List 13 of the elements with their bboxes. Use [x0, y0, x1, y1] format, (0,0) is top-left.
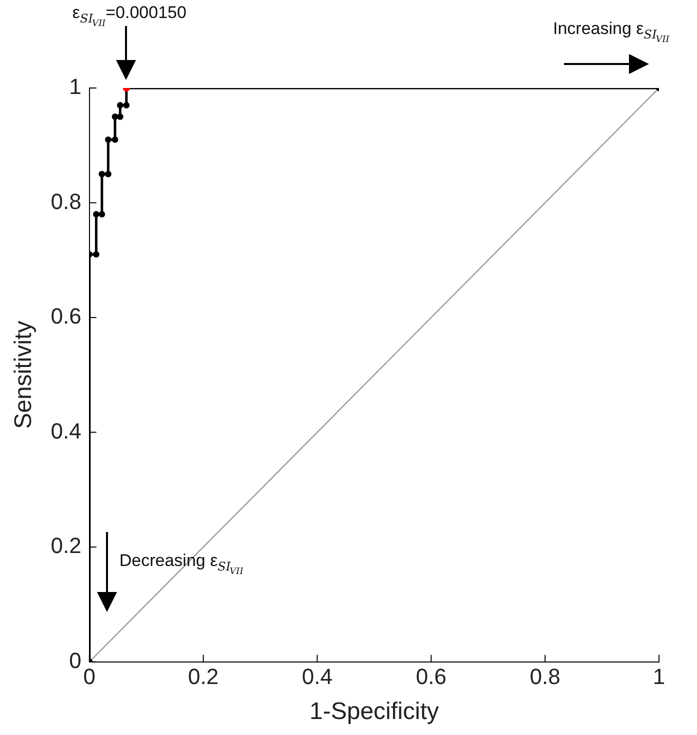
y-tick-label: 0.4 [50, 418, 82, 444]
y-axis-title: Sensitivity [10, 320, 38, 429]
x-tick-label: 1 [652, 664, 666, 690]
y-tick-label: 0.6 [50, 304, 82, 329]
y-tick-label: 1 [69, 74, 82, 100]
y-tick-label: 0.8 [50, 188, 82, 214]
x-tick-label: 0.6 [416, 664, 446, 690]
x-axis-title: 1-Specificity [310, 698, 439, 726]
y-tick-label: 0 [69, 648, 82, 673]
x-tick-label: 0.2 [188, 664, 219, 690]
y-tick-label: 0.2 [50, 533, 82, 558]
x-tick-label: 0.4 [302, 664, 333, 690]
x-tick-label: 0.8 [530, 664, 560, 690]
